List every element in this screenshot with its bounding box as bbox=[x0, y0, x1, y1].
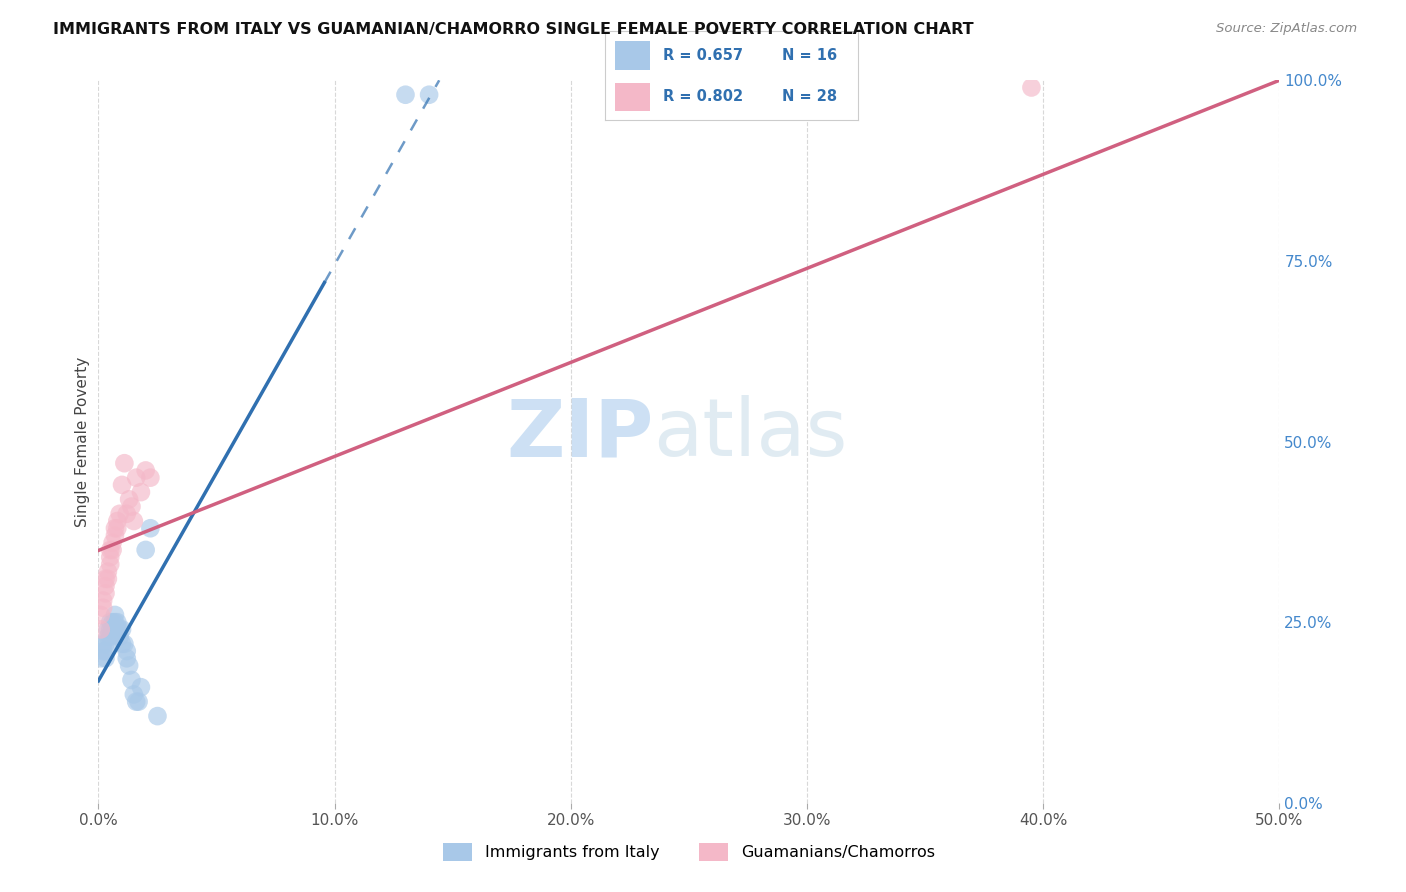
Point bbox=[115, 507, 138, 521]
Point bbox=[111, 637, 134, 651]
Text: ZIP: ZIP bbox=[506, 395, 654, 474]
Point bbox=[91, 600, 114, 615]
Point bbox=[115, 651, 138, 665]
Point bbox=[115, 644, 138, 658]
Point bbox=[94, 637, 117, 651]
Point bbox=[112, 456, 135, 470]
Point bbox=[108, 623, 131, 637]
Point bbox=[101, 542, 124, 557]
Point bbox=[105, 615, 128, 630]
Point bbox=[104, 521, 127, 535]
Point bbox=[90, 607, 112, 622]
Point bbox=[111, 478, 134, 492]
Text: Source: ZipAtlas.com: Source: ZipAtlas.com bbox=[1216, 22, 1357, 36]
Point bbox=[128, 695, 150, 709]
Point bbox=[121, 500, 143, 514]
Y-axis label: Single Female Poverty: Single Female Poverty bbox=[75, 357, 90, 526]
Point bbox=[108, 507, 131, 521]
Point bbox=[118, 658, 141, 673]
Point bbox=[139, 470, 162, 484]
Point bbox=[118, 492, 141, 507]
Point bbox=[94, 572, 117, 586]
Text: IMMIGRANTS FROM ITALY VS GUAMANIAN/CHAMORRO SINGLE FEMALE POVERTY CORRELATION CH: IMMIGRANTS FROM ITALY VS GUAMANIAN/CHAMO… bbox=[53, 22, 974, 37]
Point bbox=[111, 623, 134, 637]
Point bbox=[101, 623, 124, 637]
Point bbox=[105, 521, 128, 535]
Legend: Immigrants from Italy, Guamanians/Chamorros: Immigrants from Italy, Guamanians/Chamor… bbox=[437, 837, 941, 867]
Point bbox=[97, 630, 120, 644]
Point bbox=[90, 651, 112, 665]
FancyBboxPatch shape bbox=[614, 41, 650, 70]
Point bbox=[97, 565, 120, 579]
Point bbox=[125, 470, 148, 484]
Point bbox=[101, 615, 124, 630]
Point bbox=[98, 550, 121, 565]
Point bbox=[94, 651, 117, 665]
Point bbox=[394, 87, 416, 102]
Point bbox=[104, 528, 127, 542]
Point bbox=[135, 463, 157, 477]
Point bbox=[139, 521, 162, 535]
Point bbox=[90, 623, 112, 637]
Point bbox=[98, 558, 121, 572]
Text: N = 28: N = 28 bbox=[782, 89, 837, 103]
Point bbox=[112, 637, 135, 651]
Point bbox=[105, 623, 128, 637]
Point bbox=[94, 586, 117, 600]
Point bbox=[91, 644, 114, 658]
Point bbox=[104, 607, 127, 622]
Point bbox=[98, 623, 121, 637]
FancyBboxPatch shape bbox=[614, 83, 650, 112]
Point bbox=[97, 623, 120, 637]
Point bbox=[104, 615, 127, 630]
Point bbox=[125, 695, 148, 709]
Text: N = 16: N = 16 bbox=[782, 48, 837, 62]
Text: R = 0.657: R = 0.657 bbox=[662, 48, 742, 62]
Point bbox=[108, 630, 131, 644]
Point bbox=[98, 542, 121, 557]
Point bbox=[94, 644, 117, 658]
Point bbox=[105, 514, 128, 528]
Point bbox=[91, 637, 114, 651]
Point bbox=[129, 485, 152, 500]
Point bbox=[146, 709, 169, 723]
Point bbox=[98, 615, 121, 630]
Point bbox=[97, 572, 120, 586]
Text: R = 0.802: R = 0.802 bbox=[662, 89, 742, 103]
Point bbox=[91, 593, 114, 607]
Point bbox=[135, 542, 157, 557]
Point bbox=[129, 680, 152, 694]
Point bbox=[101, 535, 124, 549]
Point bbox=[122, 514, 145, 528]
Point bbox=[98, 630, 121, 644]
Point bbox=[1021, 80, 1043, 95]
Text: atlas: atlas bbox=[654, 395, 848, 474]
Point bbox=[418, 87, 440, 102]
Point bbox=[94, 579, 117, 593]
Point bbox=[121, 673, 143, 687]
Point bbox=[122, 687, 145, 701]
